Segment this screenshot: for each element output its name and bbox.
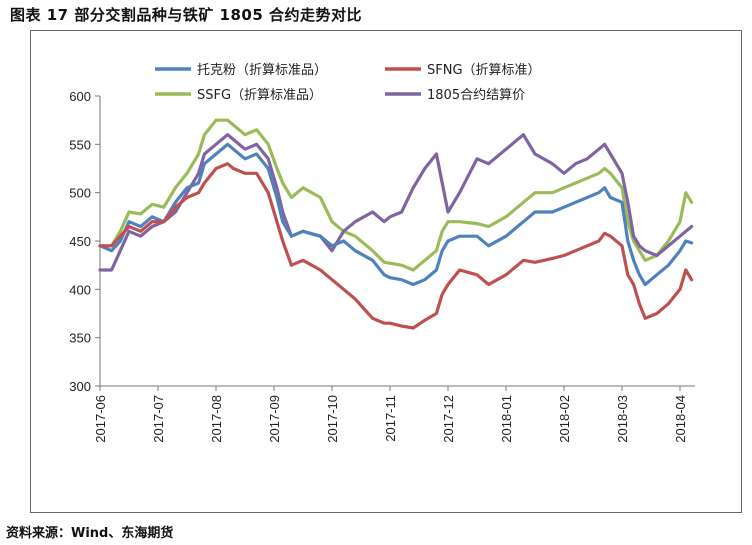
legend-label-1: 托克粉（折算标准品） (197, 63, 327, 78)
y-tick-label: 400 (69, 282, 91, 297)
x-tick-label: 2017-12 (441, 395, 456, 443)
y-tick-label: 550 (69, 137, 91, 152)
chart-frame (30, 30, 742, 513)
legend-label-2: SFNG（折算标准） (427, 63, 541, 78)
x-tick-label: 2017-11 (383, 395, 398, 442)
y-tick-label: 600 (69, 89, 91, 104)
series-line-4 (98, 133, 694, 272)
x-tick-label: 2017-10 (325, 395, 340, 443)
source-note: 资料来源：Wind、东海期货 (6, 526, 174, 541)
series-line-1 (98, 142, 694, 287)
x-tick-label: 2017-09 (267, 395, 282, 443)
legend-label-4: 1805合约结算价 (427, 88, 525, 103)
x-tick-label: 2017-06 (93, 395, 108, 443)
series-line-2 (98, 162, 694, 330)
y-tick-label: 300 (69, 379, 91, 394)
x-tick-label: 2018-03 (615, 395, 630, 443)
y-tick-label: 500 (69, 186, 91, 201)
legend-label-3: SSFG（折算标准品） (197, 88, 322, 103)
x-tick-label: 2017-08 (209, 395, 224, 443)
x-tick-label: 2018-04 (673, 395, 688, 443)
y-tick-label: 350 (69, 331, 91, 346)
x-tick-label: 2018-02 (557, 395, 572, 443)
y-tick-label: 450 (69, 234, 91, 249)
x-tick-label: 2017-07 (151, 395, 166, 443)
x-tick-label: 2018-01 (499, 395, 514, 443)
page-title: 图表 17 部分交割品种与铁矿 1805 合约走势对比 (10, 6, 363, 24)
series-line-3 (98, 118, 694, 272)
